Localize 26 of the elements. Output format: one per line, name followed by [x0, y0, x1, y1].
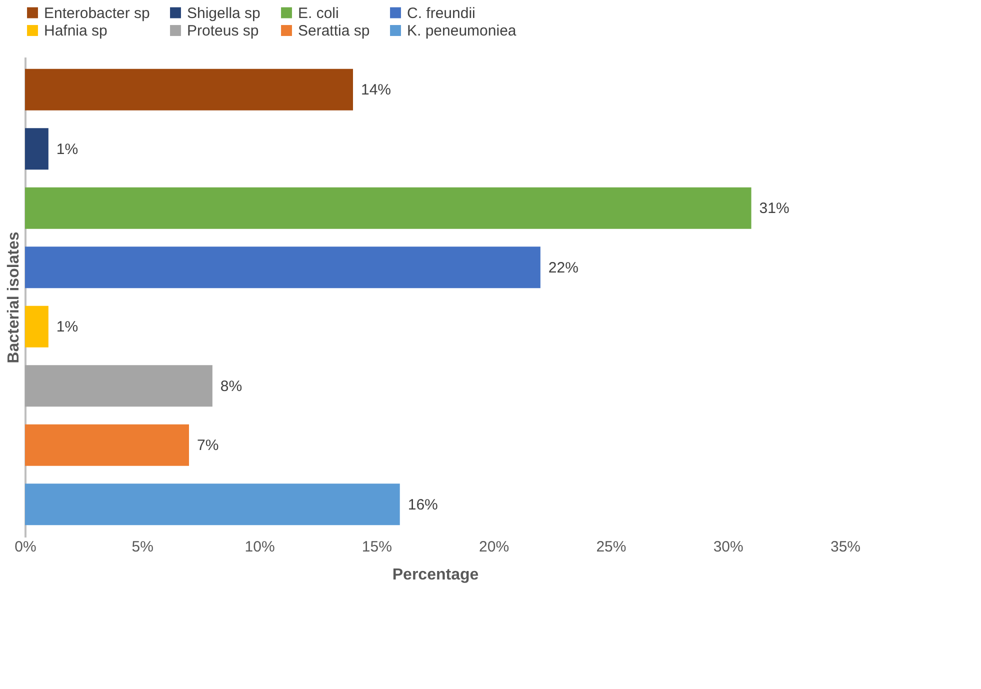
legend-label: Serattia sp	[298, 22, 370, 40]
x-tick-label: 0%	[14, 538, 36, 556]
data-label: 8%	[220, 378, 242, 395]
x-tick-label: 10%	[244, 538, 275, 556]
data-label: 1%	[56, 140, 78, 158]
x-tick-label: 5%	[132, 538, 154, 556]
data-label: 1%	[56, 318, 78, 336]
data-label: 7%	[197, 437, 219, 454]
data-label: 22%	[548, 259, 578, 276]
legend-label: Hafnia sp	[44, 22, 108, 40]
x-tick-label: 25%	[596, 538, 626, 556]
legend-label: Enterobacter sp	[44, 4, 150, 22]
data-label: 14%	[361, 82, 392, 99]
x-tick-label: 30%	[713, 538, 744, 556]
data-label: 16%	[408, 496, 438, 514]
x-axis-title: Percentage	[392, 566, 479, 584]
legend-label: C. freundii	[407, 4, 476, 22]
data-label: 31%	[759, 200, 790, 218]
x-tick-label: 35%	[830, 538, 861, 556]
legend-label: Proteus sp	[187, 22, 259, 40]
legend-label: K. peneumoniea	[407, 22, 517, 40]
legend-label: E. coli	[298, 4, 339, 22]
legend-label: Shigella sp	[187, 4, 260, 22]
x-tick-label: 20%	[479, 538, 510, 556]
x-tick-label: 15%	[362, 538, 392, 556]
y-axis-title: Bacterial isolates	[6, 232, 22, 364]
